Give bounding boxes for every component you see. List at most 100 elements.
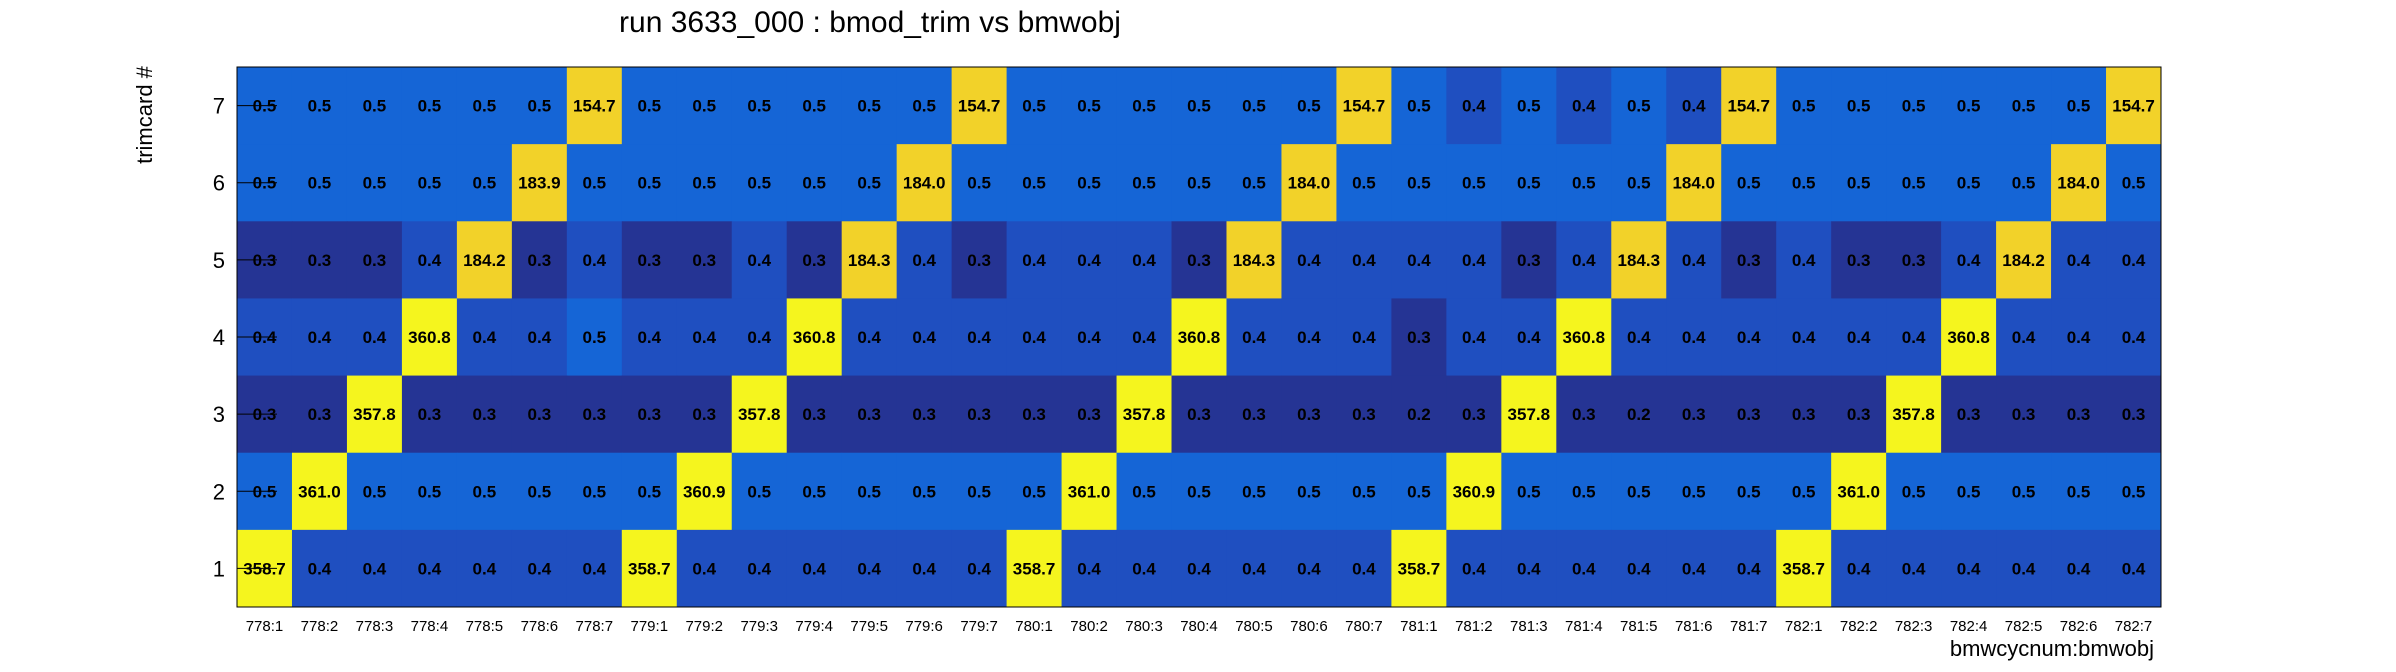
cell-value-label: 0.3 (2122, 405, 2146, 424)
cell-value-label: 357.8 (1892, 405, 1935, 424)
heatmap-cell (951, 221, 1008, 299)
heatmap-cell (1996, 144, 2052, 222)
heatmap-cell (401, 375, 458, 454)
heatmap-cell (291, 221, 348, 299)
x-tick-label: 780:1 (1015, 618, 1053, 635)
heatmap-cell (1996, 221, 2052, 299)
x-tick-label: 778:3 (356, 618, 394, 635)
heatmap-cell (1941, 67, 1997, 145)
heatmap-cell (1666, 221, 1722, 299)
x-tick-label: 781:3 (1510, 618, 1548, 635)
cell-value-label: 0.4 (1407, 251, 1431, 270)
heatmap-cell (1941, 452, 1997, 531)
cell-value-label: 0.4 (1462, 251, 1486, 270)
cell-value-label: 0.5 (637, 174, 661, 193)
heatmap-cell (511, 144, 568, 222)
heatmap-cell (786, 452, 843, 531)
heatmap-cell (676, 144, 733, 222)
cell-value-label: 0.4 (2122, 559, 2146, 578)
x-tick-label: 779:1 (631, 618, 669, 635)
cell-value-label: 0.3 (802, 405, 826, 424)
cell-value-label: 0.5 (1242, 97, 1266, 116)
heatmap-cell (731, 529, 788, 608)
heatmap-cell (1611, 144, 1667, 222)
heatmap-cell (456, 221, 513, 299)
cell-value-label: 357.8 (738, 405, 781, 424)
cell-value-label: 0.5 (692, 174, 716, 193)
heatmap-cell (1171, 298, 1227, 377)
cell-value-label: 0.3 (692, 251, 716, 270)
heatmap-cell (1446, 298, 1502, 377)
heatmap-cell (1281, 67, 1337, 145)
x-tick-label: 778:4 (411, 618, 449, 635)
cell-value-label: 0.5 (528, 482, 552, 501)
heatmap-cell (1336, 529, 1392, 608)
heatmap-cell (1006, 221, 1063, 299)
cell-value-label: 360.8 (408, 328, 451, 347)
cell-value-label: 0.5 (1682, 482, 1706, 501)
heatmap-cell (786, 298, 843, 377)
cell-value-label: 0.5 (2122, 482, 2146, 501)
heatmap-cell (1886, 144, 1942, 222)
cell-value-label: 0.3 (363, 251, 387, 270)
cell-value-label: 0.3 (1407, 328, 1431, 347)
cell-value-label: 184.3 (848, 251, 891, 270)
heatmap-cell (291, 529, 348, 608)
heatmap-cell (1611, 67, 1667, 145)
heatmap-cell (1886, 375, 1942, 454)
heatmap-cell (676, 221, 733, 299)
heatmap-cell (401, 452, 458, 531)
cell-value-label: 0.5 (582, 482, 606, 501)
heatmap-cell (291, 452, 348, 531)
cell-value-label: 0.4 (857, 559, 881, 578)
heatmap-cell (1116, 452, 1173, 531)
cell-value-label: 0.3 (528, 405, 552, 424)
cell-value-label: 0.5 (1572, 482, 1596, 501)
cell-value-label: 0.4 (1187, 559, 1211, 578)
cell-value-label: 0.4 (1957, 251, 1981, 270)
heatmap-cell (896, 298, 953, 377)
heatmap-cell (1941, 529, 1997, 608)
heatmap-cell (456, 452, 513, 531)
cell-value-label: 0.5 (912, 97, 936, 116)
heatmap-cell (1446, 67, 1502, 145)
y-tick-label: 5 (213, 248, 225, 273)
heatmap-cell (291, 144, 348, 222)
heatmap-cell (456, 67, 513, 145)
x-tick-label: 782:7 (2115, 618, 2153, 635)
heatmap-cell (621, 529, 678, 608)
heatmap-cell (511, 298, 568, 377)
heatmap-cell (1226, 452, 1282, 531)
heatmap-cell (456, 529, 513, 608)
heatmap-cell (2106, 67, 2162, 145)
heatmap-cell (731, 298, 788, 377)
heatmap-cell (346, 375, 403, 454)
x-tick-label: 780:3 (1125, 618, 1163, 635)
heatmap-cell (1831, 452, 1887, 531)
cell-value-label: 0.4 (1572, 97, 1596, 116)
cell-value-label: 0.4 (1462, 559, 1486, 578)
cell-value-label: 154.7 (1343, 97, 1386, 116)
heatmap-cell (1666, 452, 1722, 531)
heatmap-cell (1061, 67, 1118, 145)
heatmap-cell (1336, 144, 1392, 222)
cell-value-label: 0.4 (1022, 328, 1046, 347)
cell-value-label: 0.4 (1682, 97, 1706, 116)
cell-value-label: 154.7 (1727, 97, 1770, 116)
heatmap-cell (1226, 144, 1282, 222)
cell-value-label: 0.4 (1462, 328, 1486, 347)
cell-value-label: 184.0 (903, 174, 946, 193)
cell-value-label: 0.4 (1957, 559, 1981, 578)
heatmap-cell (951, 67, 1008, 145)
heatmap-cell (676, 298, 733, 377)
heatmap-cell (731, 221, 788, 299)
heatmap-cell (401, 529, 458, 608)
cell-value-label: 0.4 (747, 328, 771, 347)
cell-value-label: 0.4 (747, 251, 771, 270)
cell-value-label: 357.8 (1508, 405, 1551, 424)
heatmap-cell (1611, 298, 1667, 377)
heatmap-cell (676, 529, 733, 608)
cell-value-label: 0.4 (1627, 559, 1651, 578)
heatmap-cell (1831, 221, 1887, 299)
heatmap-cell (401, 144, 458, 222)
